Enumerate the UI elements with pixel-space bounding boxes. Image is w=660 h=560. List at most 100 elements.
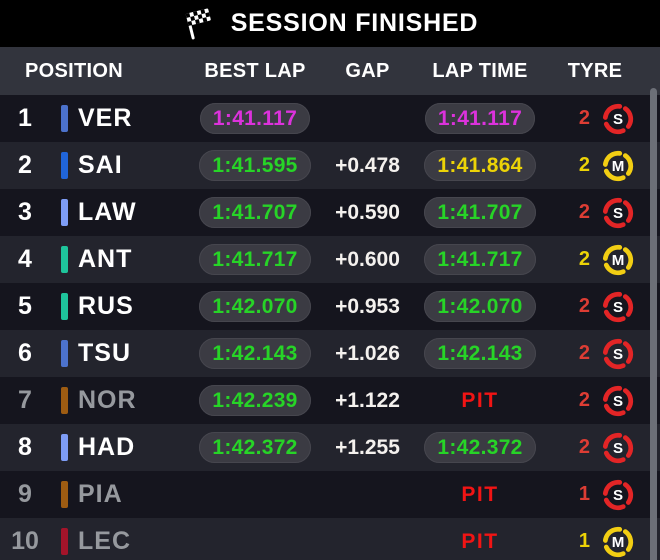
gap-value: +1.026 [335,341,400,365]
timing-row[interactable]: 5 RUS 1:42.070 +0.953 1:42.070 2 S [0,283,660,330]
lap-time-cell: 1:42.372 [424,431,536,463]
timing-row[interactable]: 4 ANT 1:41.717 +0.600 1:41.717 2 M [0,236,660,283]
driver-code: RUS [78,292,134,320]
tyre-stint-count: 2 [578,295,590,317]
lap-time-cell: 1:42.070 [424,290,536,322]
best-lap-time: 1:42.143 [199,337,311,369]
best-lap-cell: 1:42.239 [199,384,311,416]
best-lap-cell: 1:42.070 [199,290,311,322]
best-lap-cell: 1:41.595 [199,149,311,181]
lap-time-cell: 1:41.717 [424,243,536,275]
svg-text:M: M [611,534,624,551]
position-number: 3 [18,198,32,226]
team-color-bar [60,293,68,320]
team-color-bar [60,387,68,414]
best-lap-cell: 1:41.707 [199,196,311,228]
timing-row[interactable]: 7 NOR 1:42.239 +1.122 PIT 2 S [0,377,660,424]
lap-time-value: 1:42.143 [424,337,536,369]
timing-row[interactable]: 9 PIA PIT 1 S [0,471,660,518]
pit-status-label: PIT [461,388,499,412]
lap-time-value: 1:41.707 [424,196,536,228]
tyre-soft-icon: S [601,384,635,418]
table-header: POSITION BEST LAP GAP LAP TIME TYRE [0,47,660,95]
position-number: 1 [18,104,32,132]
session-status-banner: SESSION FINISHED [0,0,660,47]
lap-time-cell: 1:41.117 [424,102,536,134]
driver-code: TSU [78,339,131,367]
team-color-bar [60,340,68,367]
team-color-bar [60,434,68,461]
driver-code: NOR [78,386,137,414]
column-header-gap: GAP [345,59,390,82]
best-lap-cell: 1:41.717 [199,243,311,275]
tyre-medium-icon: M [601,243,635,277]
team-color-bar [60,199,68,226]
position-number: 10 [11,527,39,555]
best-lap-time: 1:42.372 [199,431,311,463]
tyre-soft-icon: S [601,478,635,512]
tyre-stint-count: 2 [578,248,590,270]
lap-time-value: 1:41.117 [424,102,536,134]
column-header-lap-time: LAP TIME [432,59,528,82]
team-color-bar [60,528,68,555]
gap-value: +1.122 [335,388,400,412]
svg-text:S: S [612,440,622,457]
position-number: 6 [18,339,32,367]
lap-time-cell: PIT [461,483,498,507]
best-lap-cell: 1:42.143 [199,337,311,369]
tyre-stint-count: 2 [578,154,590,176]
tyre-stint-count: 2 [578,201,590,223]
svg-text:S: S [612,393,622,410]
pit-status-label: PIT [461,482,499,506]
lap-time-cell: PIT [461,530,498,554]
tyre-stint-count: 2 [578,389,590,411]
gap-value: +0.590 [335,200,400,224]
tyre-soft-icon: S [601,290,635,324]
pit-status-label: PIT [461,529,499,553]
timing-row[interactable]: 3 LAW 1:41.707 +0.590 1:41.707 2 S [0,189,660,236]
gap-value: +0.478 [335,153,400,177]
timing-row[interactable]: 10 LEC PIT 1 M [0,518,660,560]
scrollbar-thumb[interactable] [650,88,657,560]
svg-text:S: S [612,346,622,363]
svg-text:S: S [612,299,622,316]
driver-code: ANT [78,245,133,273]
column-header-position: POSITION [25,59,123,82]
tyre-stint-count: 2 [578,107,590,129]
column-header-best-lap: BEST LAP [204,59,306,82]
column-header-tyre: TYRE [567,59,623,82]
timing-row[interactable]: 6 TSU 1:42.143 +1.026 1:42.143 2 S [0,330,660,377]
tyre-medium-icon: M [601,525,635,559]
tyre-soft-icon: S [601,337,635,371]
lap-time-value: 1:41.717 [424,243,536,275]
session-status-title: SESSION FINISHED [230,9,479,37]
position-number: 7 [18,386,32,414]
team-color-bar [60,152,68,179]
tyre-stint-count: 2 [578,436,590,458]
position-number: 9 [18,480,32,508]
driver-code: PIA [78,480,123,508]
svg-text:S: S [612,487,622,504]
timing-row[interactable]: 1 VER 1:41.117 1:41.117 2 S [0,95,660,142]
gap-value: +0.600 [335,247,400,271]
gap-value: +1.255 [335,435,400,459]
tyre-medium-icon: M [601,149,635,183]
driver-code: LEC [78,527,131,555]
lap-time-cell: 1:41.707 [424,196,536,228]
tyre-soft-icon: S [601,196,635,230]
timing-row[interactable]: 8 HAD 1:42.372 +1.255 1:42.372 2 S [0,424,660,471]
tyre-stint-count: 1 [578,530,590,552]
position-number: 4 [18,245,32,273]
best-lap-cell: 1:42.372 [199,431,311,463]
lap-time-cell: PIT [461,389,498,413]
driver-code: SAI [78,151,123,179]
gap-value: +0.953 [335,294,400,318]
tyre-soft-icon: S [601,102,635,136]
timing-row[interactable]: 2 SAI 1:41.595 +0.478 1:41.864 2 M [0,142,660,189]
checkered-flag-icon [182,8,218,40]
position-number: 2 [18,151,32,179]
driver-code: LAW [78,198,137,226]
team-color-bar [60,481,68,508]
lap-time-cell: 1:41.864 [424,149,536,181]
